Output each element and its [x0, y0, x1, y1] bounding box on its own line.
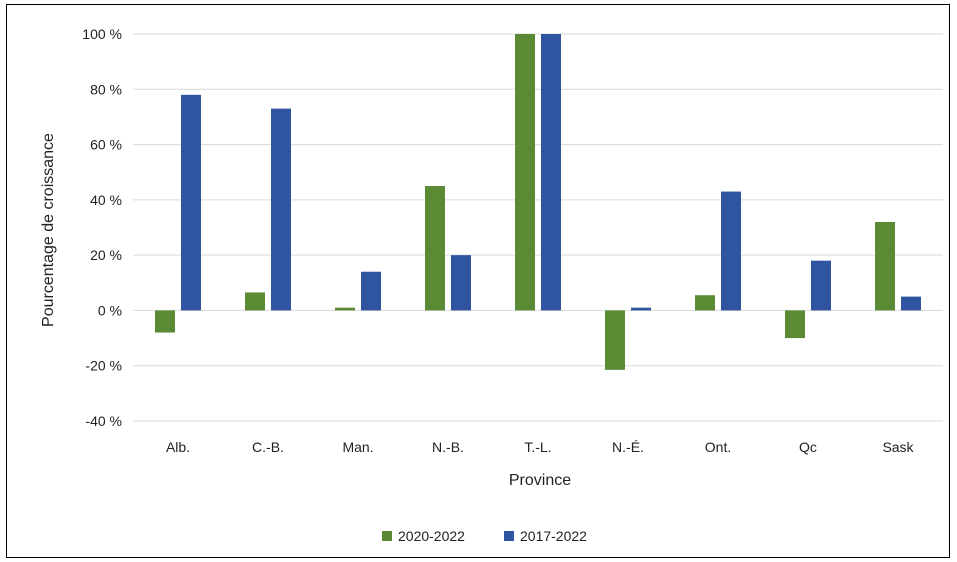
gridlines: [133, 33, 943, 422]
legend-label: 2017-2022: [520, 528, 587, 544]
bar-2017-2022-Qc: [811, 260, 831, 311]
bar-2017-2022-T.-L.: [541, 34, 561, 311]
y-tick-label: 60 %: [90, 137, 122, 153]
y-tick-label: 20 %: [90, 247, 122, 263]
bar-2020-2022-Man.: [335, 307, 355, 311]
x-tick-label: Qc: [799, 439, 817, 455]
bar-2017-2022-C.-B.: [271, 108, 291, 311]
bar-chart: -40 % -20 % 0 % 20 % 40 % 60 % 80 % 100 % Alb. C…: [40, 26, 943, 544]
y-tick-labels: -40 % -20 % 0 % 20 % 40 % 60 % 80 % 100 %: [82, 26, 122, 429]
y-tick-label: -20 %: [85, 358, 122, 374]
bars: [155, 34, 921, 370]
bar-2017-2022-N.-É.: [631, 307, 651, 311]
x-tick-label: Alb.: [166, 439, 190, 455]
legend-label: 2020-2022: [398, 528, 465, 544]
x-tick-labels: Alb. C.-B. Man. N.-B. T.-L. N.-É. Ont. Qc Sask: [166, 439, 915, 455]
legend: 2020-2022 2017-2022: [382, 528, 587, 544]
x-axis-title: Province: [509, 472, 571, 489]
bar-2020-2022-Qc: [785, 310, 805, 339]
bar-2017-2022-Sask: [901, 296, 921, 311]
bar-2020-2022-C.-B.: [245, 292, 265, 311]
bar-2020-2022-N.-B.: [425, 186, 445, 311]
bar-2020-2022-Ont.: [695, 295, 715, 311]
y-tick-label: 40 %: [90, 192, 122, 208]
bar-2020-2022-Alb.: [155, 310, 175, 333]
y-tick-label: -40 %: [85, 413, 122, 429]
bar-2020-2022-T.-L.: [515, 34, 535, 311]
legend-swatch: [382, 531, 392, 541]
x-tick-label: N.-É.: [612, 439, 644, 455]
bar-2017-2022-N.-B.: [451, 255, 471, 311]
x-tick-label: Man.: [342, 439, 373, 455]
x-tick-label: T.-L.: [524, 439, 551, 455]
bar-2017-2022-Alb.: [181, 94, 201, 311]
y-axis-title: Pourcentage de croissance: [40, 133, 57, 327]
chart-frame: -40 % -20 % 0 % 20 % 40 % 60 % 80 % 100 % Alb. C…: [6, 4, 950, 558]
bar-2017-2022-Man.: [361, 271, 381, 311]
x-tick-label: N.-B.: [432, 439, 464, 455]
y-tick-label: 100 %: [82, 26, 122, 42]
bar-2017-2022-Ont.: [721, 191, 741, 311]
x-tick-label: Sask: [882, 439, 914, 455]
legend-swatch: [504, 531, 514, 541]
y-tick-label: 0 %: [98, 302, 122, 318]
y-tick-label: 80 %: [90, 81, 122, 97]
bar-2020-2022-Sask: [875, 221, 895, 311]
x-tick-label: Ont.: [705, 439, 731, 455]
bar-2020-2022-N.-É.: [605, 310, 625, 370]
x-tick-label: C.-B.: [252, 439, 284, 455]
